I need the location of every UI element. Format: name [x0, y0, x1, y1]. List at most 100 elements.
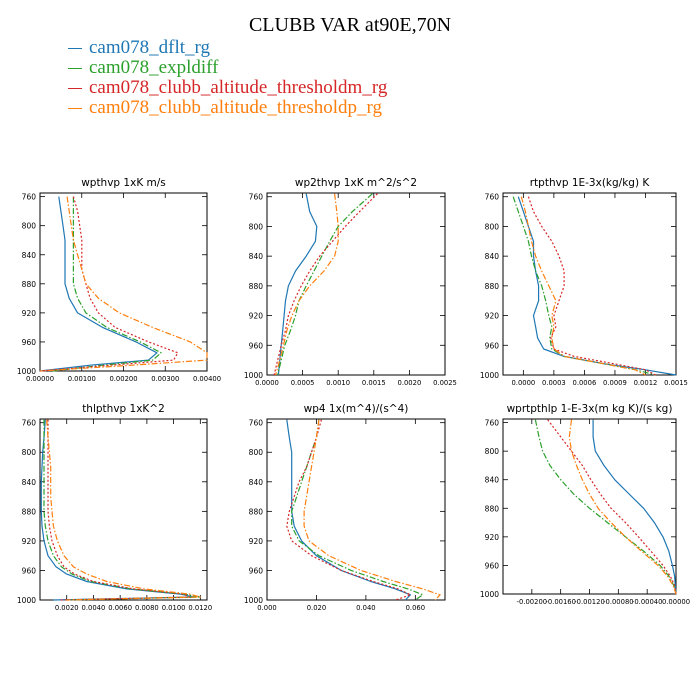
- series-line-1: [592, 419, 677, 595]
- y-tick-label: 960: [485, 341, 500, 350]
- chart-panel-6: wprtpthlp 1-E-3x(m kg K)/(s kg) 760 800 840…: [480, 403, 690, 606]
- series-line-2: [534, 419, 677, 595]
- y-tick-label: 920: [22, 309, 37, 318]
- y-tick-label: 960: [22, 566, 37, 575]
- series-line-4: [520, 196, 646, 376]
- series-line-2: [43, 419, 201, 601]
- series-line-4: [39, 196, 208, 372]
- plot-frame: [39, 418, 208, 601]
- y-tick-label: 760: [249, 419, 264, 428]
- plot-frame: [266, 418, 446, 601]
- chart-panel-1: wpthvp 1xK m/s76080084088092096010000.00…: [17, 177, 221, 383]
- x-tick-label: 0.00300: [151, 375, 179, 383]
- x-tick-label: 0.0120: [188, 604, 212, 612]
- plot-frame: [502, 418, 677, 595]
- y-tick-label: 920: [249, 537, 264, 546]
- legend-swatch: [68, 107, 82, 109]
- y-tick-label: 880: [485, 504, 500, 513]
- chart-panel-5: wp4 1x(m^4)/(s^4) 760 800 840 880 920 960 1000 0…: [244, 403, 446, 612]
- series-line-3: [527, 196, 656, 376]
- series-line-2: [52, 196, 162, 372]
- series-line-3: [286, 419, 411, 601]
- y-tick-label: 840: [22, 478, 37, 487]
- x-tick-label: -0.00200: [517, 598, 548, 606]
- series-line-2: [291, 419, 424, 601]
- chart-panel-3: rtpthvp 1E-3x(kg/kg) K 760 800 840 880 920 960…: [480, 177, 688, 387]
- legend-label: cam078_clubb_altitude_thresholdp_rg: [89, 97, 383, 118]
- x-tick-label: 0.0100: [162, 604, 186, 612]
- x-tick-label: -0.00160: [545, 598, 576, 606]
- y-tick-label: 1000: [480, 590, 499, 599]
- x-tick-label: 0.0015: [664, 379, 688, 387]
- legend-item-thresholdp: cam078_clubb_altitude_thresholdp_rg: [68, 98, 387, 118]
- chart-title: rtpthvp 1E-3x(kg/kg) K: [530, 177, 651, 189]
- legend: cam078_dflt_rg cam078_expldiff cam078_cl…: [68, 38, 387, 118]
- y-tick-label: 880: [22, 280, 37, 289]
- series-line-1: [277, 193, 318, 376]
- page-title: CLUBB VAR at90E,70N: [248, 14, 452, 36]
- x-tick-label: 0.0000: [511, 379, 535, 387]
- legend-label: cam078_dflt_rg: [89, 37, 211, 58]
- y-tick-label: 1000: [244, 371, 263, 380]
- chart-title: wp4 1x(m^4)/(s^4): [304, 403, 409, 415]
- series-line-4: [303, 419, 441, 601]
- y-tick-label: 920: [22, 537, 37, 546]
- y-tick-label: 840: [249, 252, 264, 261]
- legend-item-expldiff: cam078_expldiff: [68, 58, 387, 78]
- series-line-1: [286, 419, 411, 601]
- y-tick-label: 880: [249, 507, 264, 516]
- y-tick-label: 800: [485, 447, 500, 456]
- chart-title: wpthvp 1xK m/s: [81, 177, 166, 189]
- y-tick-label: 960: [22, 338, 37, 347]
- y-tick-label: 800: [249, 448, 264, 457]
- series-line-3: [547, 419, 677, 595]
- series-line-1: [39, 196, 158, 372]
- y-tick-label: 960: [485, 561, 500, 570]
- y-tick-label: 880: [22, 507, 37, 516]
- series-line-4: [46, 419, 201, 601]
- x-tick-label: 0.060: [406, 604, 425, 612]
- x-tick-label: 0.00400: [193, 375, 221, 383]
- series-line-2: [512, 196, 656, 376]
- x-tick-label: 0.0012: [634, 379, 658, 387]
- x-tick-label: 0.0010: [326, 379, 350, 387]
- x-tick-label: 0.00000: [26, 375, 54, 383]
- y-tick-label: 920: [485, 533, 500, 542]
- y-tick-label: 760: [22, 193, 37, 202]
- chart-title: thlpthvp 1xK^2: [82, 403, 165, 415]
- x-tick-label: 0.0015: [362, 379, 386, 387]
- series-line-3: [39, 196, 179, 372]
- y-tick-label: 1000: [17, 596, 36, 605]
- y-tick-label: 760: [485, 193, 500, 202]
- chart-panel-4: thlpthvp 1xK^2 760 800 840 880 920 960 1000 0.00…: [17, 403, 212, 612]
- series-line-4: [274, 193, 339, 376]
- x-tick-label: 0.0025: [433, 379, 457, 387]
- chart-title: wprtpthlp 1-E-3x(m kg K)/(s kg): [507, 403, 673, 415]
- y-tick-label: 800: [249, 222, 264, 231]
- x-tick-label: 0.0003: [542, 379, 566, 387]
- y-tick-label: 960: [249, 566, 264, 575]
- chart-title: wp2thvp 1xK m^2/s^2: [295, 177, 417, 189]
- x-tick-label: 0.0000: [255, 379, 279, 387]
- x-tick-label: 0.0006: [573, 379, 597, 387]
- y-tick-label: 1000: [244, 596, 263, 605]
- plot-frame: [502, 192, 677, 376]
- series-line-2: [277, 193, 373, 376]
- x-tick-label: 0.00200: [109, 375, 137, 383]
- y-tick-label: 760: [249, 193, 264, 202]
- x-tick-label: 0.040: [356, 604, 375, 612]
- legend-swatch: [68, 67, 82, 69]
- legend-label: cam078_expldiff: [89, 57, 219, 78]
- legend-label: cam078_clubb_altitude_thresholdm_rg: [89, 77, 388, 98]
- y-tick-label: 920: [249, 312, 264, 321]
- x-tick-label: 0.0060: [108, 604, 132, 612]
- x-tick-label: 0.0020: [55, 604, 79, 612]
- y-tick-label: 840: [249, 478, 264, 487]
- x-tick-label: -0.00040: [632, 598, 663, 606]
- series-line-3: [273, 193, 378, 376]
- y-tick-label: 840: [485, 252, 500, 261]
- y-tick-label: 840: [22, 251, 37, 260]
- y-tick-label: 800: [22, 448, 37, 457]
- series-line-1: [40, 419, 195, 601]
